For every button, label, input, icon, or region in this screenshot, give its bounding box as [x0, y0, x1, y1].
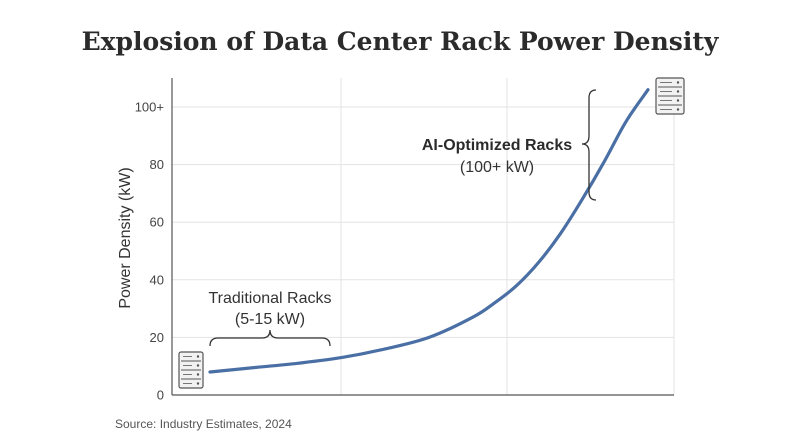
y-tick-label: 80 [150, 157, 164, 172]
y-tick-labels: 0 20 40 60 80 100+ [135, 100, 164, 403]
annotation-ai-line1: AI-Optimized Racks [422, 137, 572, 154]
y-tick-label: 100+ [135, 100, 164, 115]
server-rack-icon-high [655, 77, 685, 115]
y-axis-label: Power Density (kW) [117, 167, 134, 308]
traditional-brace [209, 329, 331, 347]
annotation-traditional-line1: Traditional Racks [208, 290, 331, 307]
annotation-traditional-line2: (5-15 kW) [235, 311, 305, 328]
y-tick-label: 0 [157, 388, 164, 403]
chart-title: Explosion of Data Center Rack Power Dens… [82, 27, 720, 56]
grid [172, 78, 675, 395]
series-layer [208, 88, 650, 374]
axes [171, 78, 674, 396]
y-tick-label: 20 [150, 330, 164, 345]
y-tick-label: 60 [150, 215, 164, 230]
server-rack-icon-low [178, 351, 204, 389]
source-note: Source: Industry Estimates, 2024 [115, 417, 292, 431]
series-line-0 [208, 88, 650, 374]
annotation-ai-line2: (100+ kW) [460, 159, 534, 176]
ai-brace [581, 89, 597, 201]
y-tick-label: 40 [150, 272, 164, 287]
